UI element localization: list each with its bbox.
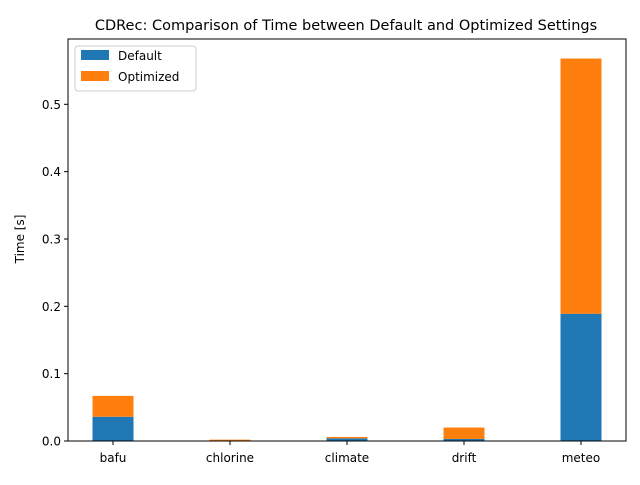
legend-label-default: Default	[118, 49, 162, 63]
bar-default-meteo	[561, 314, 602, 441]
y-axis-label: Time [s]	[13, 215, 27, 265]
y-tick-label: 0.3	[42, 232, 61, 246]
x-tick-label: drift	[452, 451, 477, 465]
bar-optimized-bafu	[93, 396, 134, 417]
y-tick-label: 0.1	[42, 367, 61, 381]
x-tick-label: climate	[325, 451, 369, 465]
bar-optimized-meteo	[561, 59, 602, 314]
bar-optimized-climate	[327, 437, 368, 438]
y-tick-label: 0.2	[42, 300, 61, 314]
y-ticks-group: 0.0 0.1 0.2 0.3 0.4 0.5	[42, 98, 68, 449]
y-tick-label: 0.0	[42, 435, 61, 449]
x-tick-label: meteo	[562, 451, 601, 465]
legend: Default Optimized	[75, 46, 196, 91]
y-tick-label: 0.5	[42, 98, 61, 112]
legend-swatch-optimized	[81, 71, 109, 81]
legend-swatch-default	[81, 50, 109, 60]
x-tick-label: bafu	[100, 451, 127, 465]
y-tick-label: 0.4	[42, 165, 61, 179]
bars-group	[93, 59, 602, 441]
bar-default-bafu	[93, 417, 134, 441]
legend-label-optimized: Optimized	[118, 70, 179, 84]
x-ticks-group: bafu chlorine climate drift meteo	[100, 441, 601, 465]
chart-title: CDRec: Comparison of Time between Defaul…	[95, 18, 597, 34]
x-tick-label: chlorine	[206, 451, 254, 465]
plot-frame	[68, 39, 626, 441]
bar-optimized-drift	[444, 428, 485, 439]
